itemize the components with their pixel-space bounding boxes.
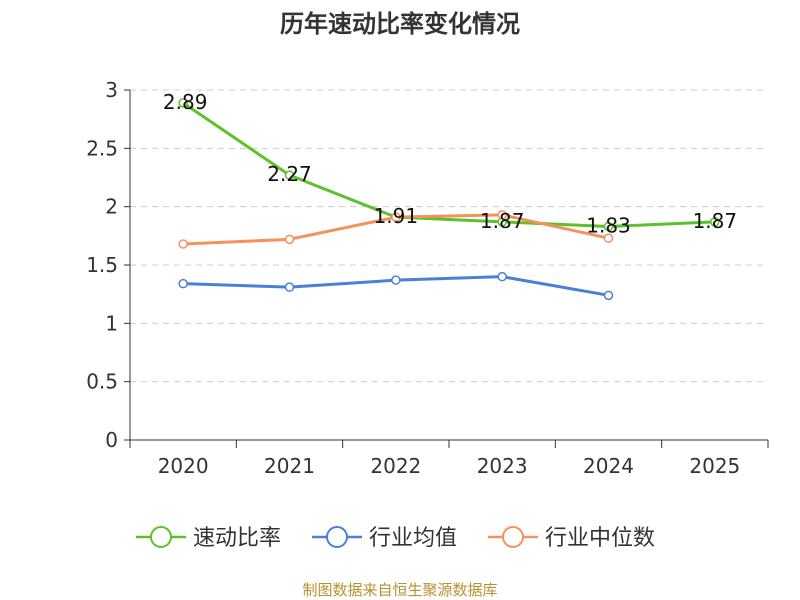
data-label: 2.27 [267,162,312,186]
axes: 0 0.5 1 1.5 2 2.5 3 2020 2021 2022 2023 2024 2025 [86,78,769,478]
legend-swatch-marker [502,526,524,548]
legend-swatch-marker [150,526,172,548]
data-point [178,98,188,108]
data-label: 1.87 [693,209,738,233]
legend-label: 行业中位数 [545,526,655,551]
x-tick-label: 2023 [477,454,528,478]
legend-label: 速动比率 [193,526,281,551]
chart-title: 历年速动比率变化情况 [280,10,520,38]
x-tick-label: 2022 [370,454,421,478]
legend-label: 行业均值 [369,526,457,551]
y-tick-label: 0 [105,428,118,452]
data-point [497,271,507,282]
data-point [284,282,295,292]
data-point [391,275,401,285]
y-tick-label: 2.5 [86,136,118,160]
legend: 速动比率 行业均值 行业中位数 [136,526,655,551]
data-label: 1.83 [586,214,631,238]
series-group [178,98,720,301]
data-point [497,210,507,220]
data-labels: 2.89 2.27 1.91 1.87 1.83 1.87 [163,90,737,238]
data-point [710,217,720,227]
x-tick-label: 2025 [689,454,740,478]
data-point [603,290,614,301]
data-point [178,239,188,249]
x-tick-label: 2024 [583,454,634,478]
x-tick-label: 2021 [264,454,315,478]
data-point [603,233,614,243]
data-point [284,234,295,245]
grid [130,89,768,383]
data-point [603,221,614,232]
source-note: 制图数据来自恒生聚源数据库 [302,581,497,599]
data-point [178,278,188,289]
y-tick-label: 1 [105,311,118,335]
y-tick-label: 1.5 [86,253,118,277]
legend-swatch-marker [326,526,348,548]
x-tick-label: 2020 [158,454,209,478]
data-label: 1.91 [374,204,419,228]
y-tick-label: 0.5 [86,370,118,394]
y-tick-label: 2 [105,195,118,219]
series-line-0 [182,101,715,228]
data-label: 2.89 [163,90,208,114]
data-label: 1.87 [480,209,525,233]
data-point [284,170,295,180]
y-tick-label: 3 [105,78,118,102]
data-point [391,212,401,222]
